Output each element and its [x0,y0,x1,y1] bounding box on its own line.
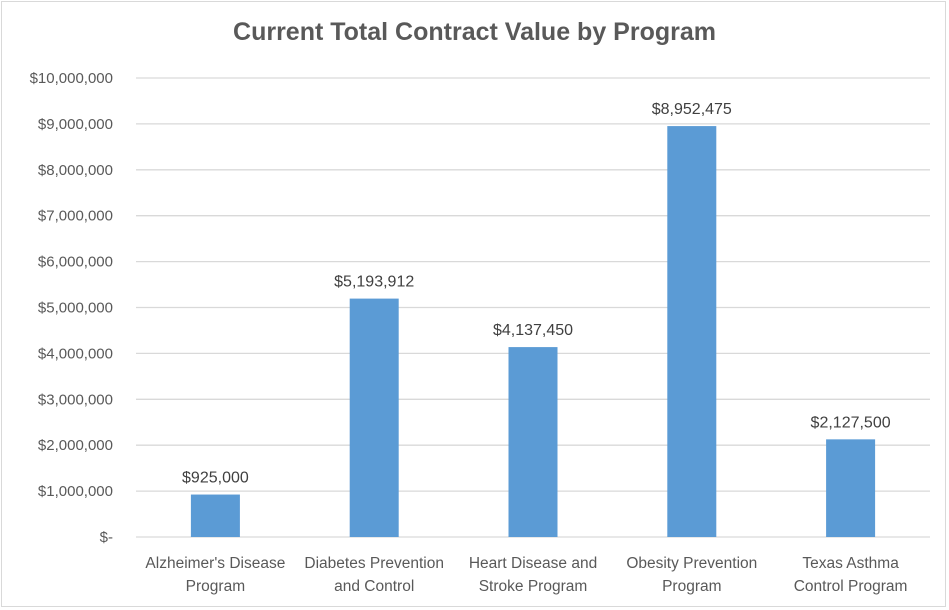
y-tick-label: $6,000,000 [38,254,113,271]
y-tick-label: $3,000,000 [38,391,113,408]
y-tick-label: $5,000,000 [38,300,113,317]
data-label: $8,952,475 [652,101,732,118]
x-tick-label: Obesity Prevention [626,555,757,572]
x-tick-label: and Control [334,578,414,595]
x-tick-label: Heart Disease and [469,555,597,572]
x-tick-label: Control Program [794,578,908,595]
bar [508,347,558,537]
data-label: $4,137,450 [493,322,573,339]
bar [826,439,876,537]
x-tick-label: Program [662,578,721,595]
data-label: $2,127,500 [811,414,891,431]
y-tick-label: $8,000,000 [38,162,113,179]
y-tick-label: $- [100,529,113,546]
y-tick-label: $7,000,000 [38,208,113,225]
data-label: $5,193,912 [334,274,414,291]
y-tick-label: $9,000,000 [38,116,113,133]
x-tick-label: Alzheimer's Disease [145,555,285,572]
bar [349,298,399,537]
x-tick-label: Stroke Program [479,578,588,595]
y-tick-label: $10,000,000 [30,70,113,87]
bar [190,494,240,537]
y-tick-label: $4,000,000 [38,345,113,362]
chart-title: Current Total Contract Value by Program [233,18,716,46]
x-tick-label: Diabetes Prevention [304,555,444,572]
y-tick-label: $1,000,000 [38,483,113,500]
data-label: $925,000 [182,470,249,487]
x-tick-label: Texas Asthma [802,555,899,572]
y-tick-label: $2,000,000 [38,437,113,454]
bar [667,126,717,538]
x-tick-label: Program [186,578,245,595]
